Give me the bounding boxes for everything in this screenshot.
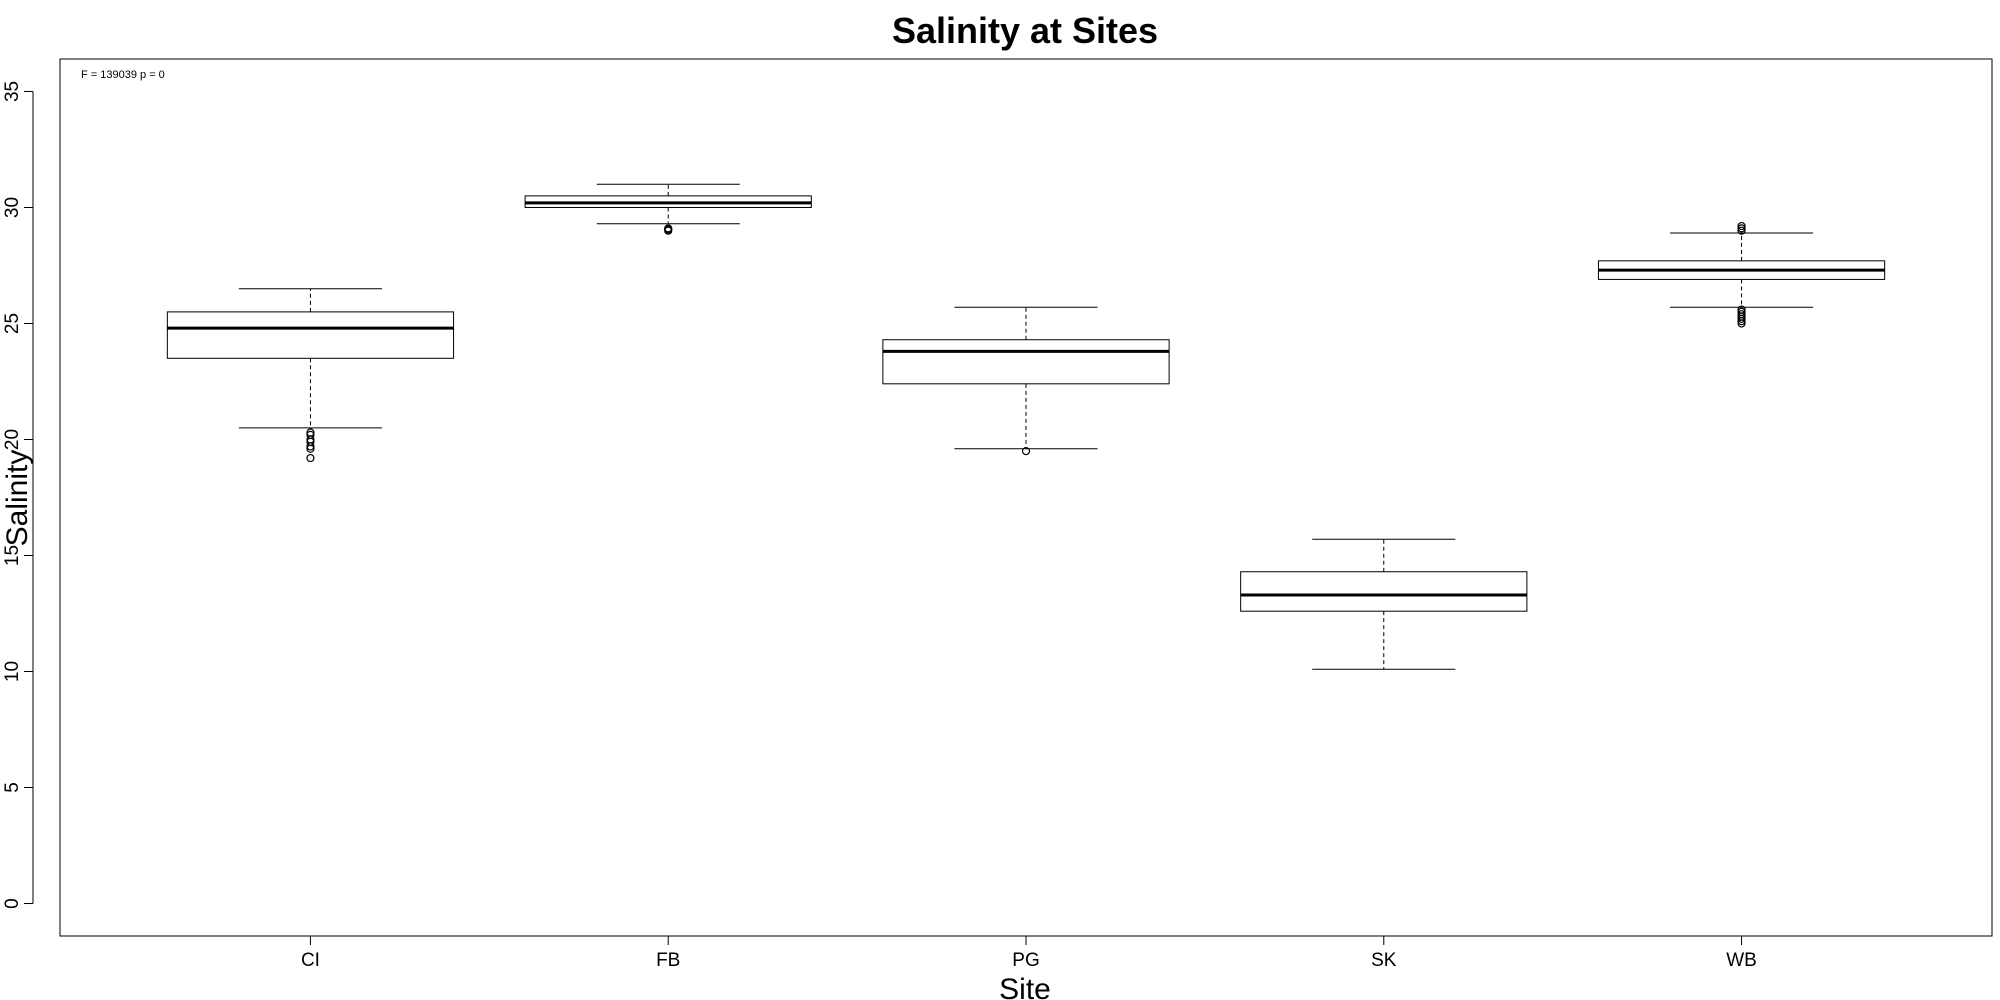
x-axis-label: Site (999, 973, 1051, 1000)
boxes-group (166, 183, 1886, 670)
y-tick-label: 35 (2, 81, 23, 102)
box-fb (524, 183, 812, 235)
outlier-point (1737, 314, 1746, 323)
y-tick-label: 5 (2, 782, 23, 793)
iqr-box (882, 339, 1170, 385)
outlier-point (1021, 446, 1031, 456)
outlier-point (1737, 317, 1746, 326)
x-tick-label: CI (301, 950, 320, 971)
outlier-point (306, 453, 315, 463)
x-tick-label: SK (1371, 950, 1397, 971)
x-tick-label: FB (656, 950, 680, 971)
x-tick-label: PG (1012, 950, 1039, 971)
outlier-point (306, 444, 315, 453)
y-tick-label: 0 (2, 898, 23, 909)
outlier-point (1737, 224, 1746, 233)
y-tick-label: 30 (2, 197, 23, 218)
iqr-box (1240, 571, 1528, 612)
y-tick-label: 10 (2, 661, 23, 682)
box-wb (1597, 221, 1886, 328)
outlier-point (664, 226, 673, 235)
x-axis: CI FB PG SK WB (301, 936, 1757, 971)
box-sk (1240, 538, 1528, 670)
chart-title: Salinity at Sites (892, 10, 1158, 51)
iqr-box (166, 311, 455, 359)
y-tick-label: 15 (2, 545, 23, 566)
outlier-point (1737, 226, 1746, 235)
x-tick-label: WB (1726, 950, 1757, 971)
outlier-point (1737, 319, 1746, 328)
y-tick-label: 20 (2, 429, 23, 450)
outlier-point (1737, 221, 1746, 231)
y-axis: 0 5 10 15 20 25 30 35 (2, 81, 34, 909)
plot-frame (59, 58, 1993, 937)
y-tick-label: 25 (2, 313, 23, 334)
y-axis-label: Salinity (1, 450, 34, 547)
box-pg (882, 306, 1170, 456)
outlier-point (306, 442, 315, 451)
box-ci (166, 288, 455, 463)
stat-annotation: F = 139039 p = 0 (81, 69, 165, 81)
